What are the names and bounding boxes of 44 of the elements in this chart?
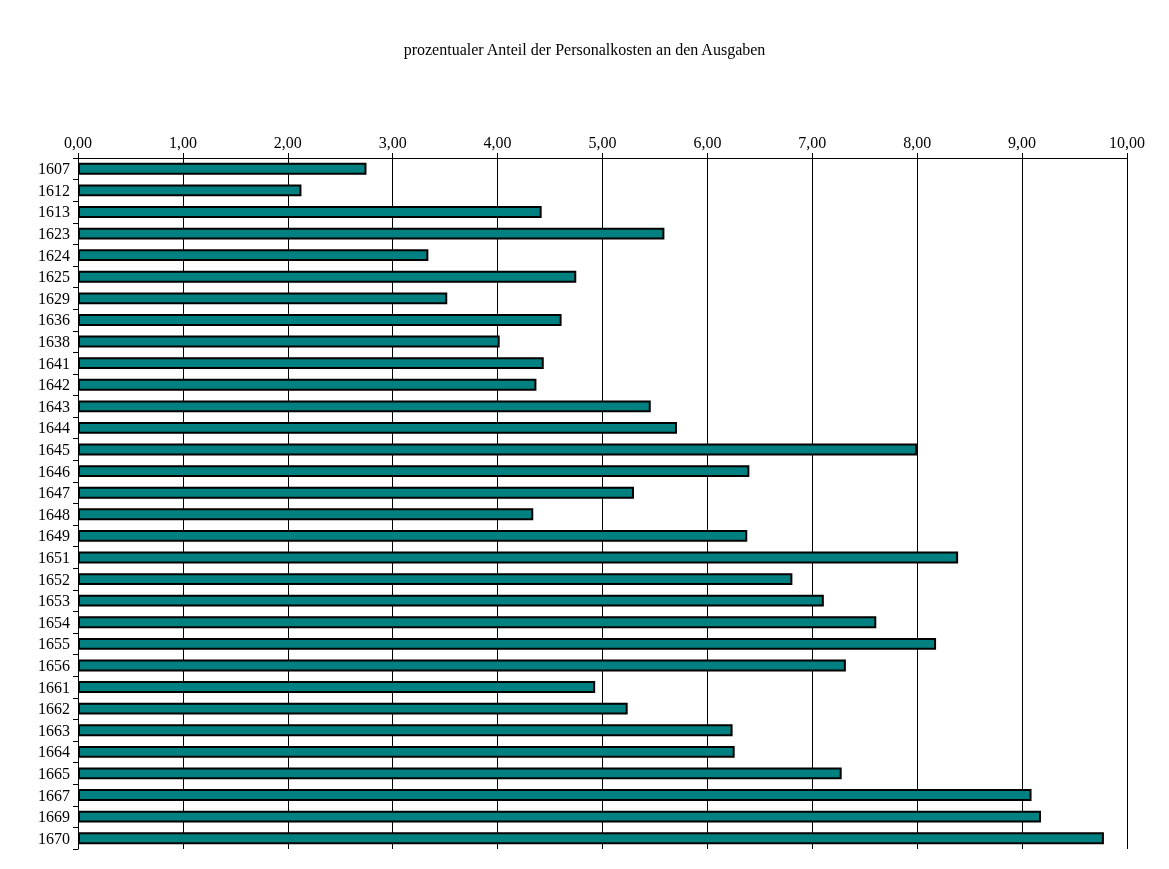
- y-tick-label: 1646: [38, 462, 70, 480]
- x-tick-label: 10,00: [1109, 133, 1145, 151]
- y-tick-label: 1652: [38, 570, 70, 588]
- chart-title: prozentualer Anteil der Personalkosten an den Ausgaben: [403, 40, 766, 59]
- y-tick-label: 1665: [38, 764, 70, 782]
- x-tick-label: 1,00: [168, 133, 197, 151]
- y-tick-label: 1663: [38, 721, 70, 739]
- y-tick-label: 1661: [38, 678, 70, 696]
- y-tick-label: 1656: [38, 656, 70, 674]
- y-tick-label: 1629: [38, 289, 70, 307]
- x-tick-label: 8,00: [903, 133, 932, 151]
- y-tick-label: 1624: [38, 246, 70, 264]
- y-tick-label: 1623: [38, 225, 70, 243]
- y-tick-label: 1644: [38, 419, 70, 437]
- x-tick-label: 2,00: [273, 133, 302, 151]
- x-tick-label: 9,00: [1008, 133, 1037, 151]
- x-tick-label: 3,00: [378, 133, 407, 151]
- y-tick-label: 1645: [38, 441, 70, 459]
- y-tick-label: 1654: [38, 613, 70, 631]
- y-tick-label: 1669: [38, 808, 70, 826]
- y-tick-label: 1641: [38, 354, 70, 372]
- y-tick-label: 1647: [38, 484, 70, 502]
- y-tick-label: 1667: [38, 786, 70, 804]
- y-tick-label: 1612: [38, 181, 70, 199]
- y-tick-label: 1642: [38, 376, 70, 394]
- y-tick-label: 1664: [38, 743, 70, 761]
- x-tick-label: 0,00: [64, 133, 92, 151]
- x-tick-label: 5,00: [588, 133, 617, 151]
- x-tick-label: 4,00: [483, 133, 512, 151]
- y-tick-label: 1648: [38, 505, 70, 523]
- y-tick-label: 1643: [38, 397, 70, 415]
- y-tick-label: 1613: [38, 203, 70, 221]
- y-tick-label: 1655: [38, 635, 70, 653]
- y-tick-label: 1625: [38, 268, 70, 286]
- y-tick-label: 1649: [38, 527, 70, 545]
- y-tick-label: 1670: [38, 829, 70, 847]
- y-tick-label: 1653: [38, 592, 70, 610]
- y-tick-label: 1636: [38, 311, 70, 329]
- y-tick-label: 1638: [38, 333, 70, 351]
- y-tick-label: 1607: [38, 160, 70, 178]
- y-tick-label: 1662: [38, 700, 70, 718]
- y-tick-label: 1651: [38, 548, 70, 566]
- x-tick-label: 6,00: [693, 133, 722, 151]
- x-tick-label: 7,00: [798, 133, 827, 151]
